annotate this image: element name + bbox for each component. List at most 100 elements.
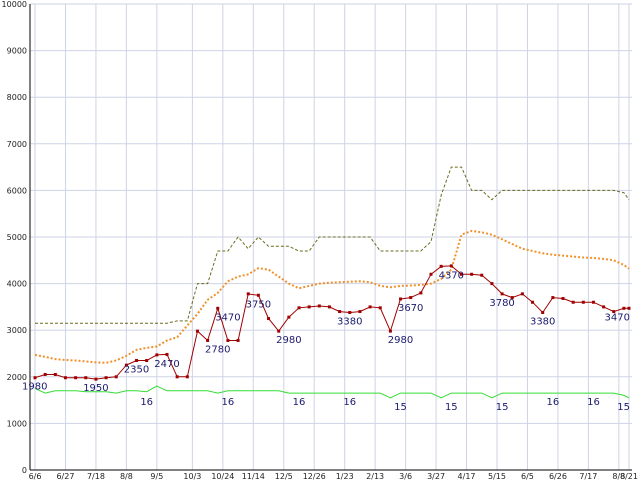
- x-tick-label: 6/5: [521, 472, 534, 480]
- series-price-point: [439, 264, 443, 268]
- series-price-point: [74, 376, 78, 380]
- x-tick-label: 5/15: [488, 472, 506, 480]
- series-price-point: [226, 338, 230, 342]
- data-label: 16: [222, 397, 235, 408]
- series-price-point: [63, 376, 67, 380]
- series-price-point: [419, 291, 423, 295]
- series-price-point: [520, 292, 524, 296]
- series-price-point: [551, 296, 555, 300]
- series-price-point: [327, 305, 331, 309]
- y-tick-label: 0: [22, 466, 27, 475]
- series-price-point: [510, 296, 514, 300]
- x-tick-label: 4/17: [458, 472, 476, 480]
- series-price-point: [602, 305, 606, 309]
- x-tick-label: 8/21: [620, 472, 638, 480]
- series-price-point: [571, 300, 575, 304]
- data-label: 2470: [154, 359, 179, 370]
- series-price-point: [358, 310, 362, 314]
- series-price-point: [490, 282, 494, 286]
- series-price-point: [135, 358, 139, 362]
- x-tick-label: 9/5: [150, 472, 163, 480]
- x-tick-label: 12/5: [275, 472, 293, 480]
- y-tick-label: 8000: [7, 93, 27, 102]
- series-price-point: [155, 353, 159, 357]
- series-price-point: [53, 372, 57, 376]
- series-price-line: [34, 265, 629, 380]
- x-tick-label: 8/8: [120, 472, 133, 480]
- series-price-point: [287, 315, 291, 319]
- x-tick-label: 6/6: [29, 472, 42, 480]
- data-label: 2350: [124, 364, 149, 375]
- x-tick-label: 12/26: [303, 472, 326, 480]
- y-tick-label: 10000: [2, 0, 27, 9]
- x-tick-label: 11/14: [242, 472, 265, 480]
- series-price-point: [145, 358, 149, 362]
- series-price-point: [236, 338, 240, 342]
- series-price-point: [622, 306, 626, 310]
- data-label: 16: [343, 397, 356, 408]
- series-count-line: [34, 385, 630, 399]
- series-price-point: [338, 310, 342, 314]
- series-price-point: [185, 375, 189, 379]
- series-price-point: [459, 272, 463, 276]
- y-tick-label: 6000: [7, 186, 27, 195]
- series-price-point: [94, 377, 98, 381]
- data-labels: 1980 1950 2350 2470 2780 3470 3750 2980 3380 2980…: [22, 270, 630, 412]
- x-tick-label: 8/8: [612, 472, 625, 480]
- series-price-point: [500, 292, 504, 296]
- series-price-point: [399, 297, 403, 301]
- series-price-point: [368, 305, 372, 309]
- x-tick-label: 3/27: [427, 472, 445, 480]
- data-label: 3380: [337, 316, 362, 327]
- series-price-point: [33, 376, 37, 380]
- data-label: 15: [496, 402, 509, 413]
- data-label: 2780: [205, 344, 230, 355]
- series-price-point: [561, 297, 565, 301]
- x-tick-label: 1/23: [336, 472, 354, 480]
- data-label: 1950: [83, 383, 108, 394]
- y-tick-label: 4000: [7, 280, 27, 289]
- axes: [29, 4, 632, 471]
- data-label: 1980: [22, 382, 47, 393]
- x-tick-label: 10/24: [211, 472, 234, 480]
- series-price-point: [348, 310, 352, 314]
- series-price-point: [124, 363, 128, 367]
- data-label: 3780: [489, 298, 514, 309]
- data-label: 16: [546, 397, 559, 408]
- series-price-point: [541, 310, 545, 314]
- series-price-point: [470, 272, 474, 276]
- series-layer: [33, 166, 631, 399]
- series-price-point: [297, 306, 301, 310]
- series-price-point: [104, 376, 108, 380]
- series-price-point: [317, 304, 321, 308]
- series-price-point: [307, 305, 311, 309]
- y-tick-label: 9000: [7, 47, 27, 56]
- series-price-point: [43, 372, 47, 376]
- series-price-point: [267, 317, 271, 321]
- series-price-point: [449, 264, 453, 268]
- data-label: 16: [293, 397, 306, 408]
- y-tick-label: 7000: [7, 140, 27, 149]
- series-price-point: [429, 272, 433, 276]
- x-tick-label: 6/27: [56, 472, 74, 480]
- data-label: 15: [394, 402, 407, 413]
- series-price-point: [378, 306, 382, 310]
- x-tick-label: 7/18: [87, 472, 105, 480]
- y-tick-label: 5000: [7, 233, 27, 242]
- series-price-point: [277, 329, 281, 333]
- series-price-point: [388, 329, 392, 333]
- y-tick-label: 1000: [7, 419, 27, 428]
- x-tick-label: 6/26: [549, 472, 567, 480]
- series-price-point: [531, 300, 535, 304]
- x-tick-label: 2/13: [366, 472, 384, 480]
- series-price-point: [409, 296, 413, 300]
- series-price-point: [206, 338, 210, 342]
- series-price-point: [216, 306, 220, 310]
- series-price-point: [165, 352, 169, 356]
- series-price-point: [256, 293, 260, 297]
- series-price-point: [175, 375, 179, 379]
- data-label: 3380: [530, 316, 555, 327]
- series-price-point: [581, 300, 585, 304]
